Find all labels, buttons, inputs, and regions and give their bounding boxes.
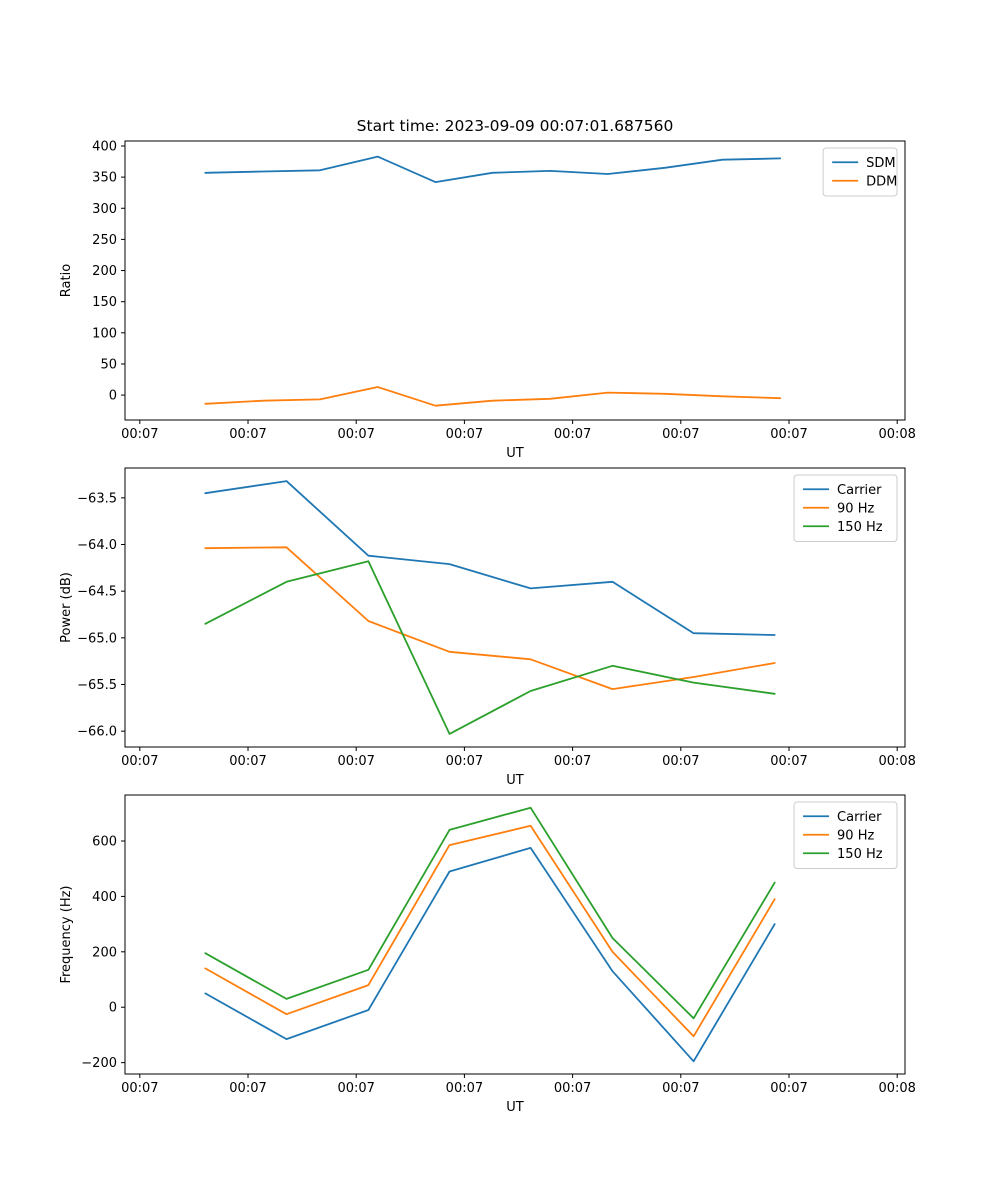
- y-tick-label: 400: [92, 890, 117, 905]
- x-tick-label: 00:07: [229, 427, 266, 442]
- y-tick-label: 400: [92, 139, 117, 154]
- x-tick-label: 00:07: [554, 1081, 591, 1096]
- y-tick-label: 50: [100, 357, 117, 372]
- y-tick-label: 200: [92, 264, 117, 279]
- plot-area: [124, 140, 906, 421]
- y-tick-label: 250: [92, 233, 117, 248]
- x-tick-label: 00:07: [121, 1081, 158, 1096]
- x-tick-label: 00:07: [662, 754, 699, 769]
- x-tick-label: 00:08: [878, 754, 915, 769]
- series-line-150-hz: [204, 560, 776, 735]
- y-tick-label: −65.0: [77, 631, 117, 646]
- x-tick-label: 00:08: [878, 1081, 915, 1096]
- series-line-150-hz: [204, 806, 776, 1020]
- legend-label: 90 Hz: [837, 828, 874, 843]
- legend-label: 90 Hz: [837, 501, 874, 516]
- y-tick-label: −64.0: [77, 538, 117, 553]
- x-tick-label: 00:07: [770, 427, 807, 442]
- x-tick-label: 00:07: [121, 427, 158, 442]
- legend-label: Carrier: [837, 810, 882, 825]
- y-tick-label: 0: [109, 389, 117, 404]
- x-tick-label: 00:07: [229, 754, 266, 769]
- x-axis-label: UT: [506, 1100, 524, 1115]
- x-tick-label: 00:07: [337, 427, 374, 442]
- x-tick-label: 00:07: [770, 754, 807, 769]
- x-tick-label: 00:07: [446, 427, 483, 442]
- chart-ratio: 0 50 100 150 200 250 300 350 400 00:07 00:07 00:07 0…: [59, 117, 916, 461]
- x-axis-label: UT: [506, 446, 524, 461]
- x-tick-label: 00:07: [554, 427, 591, 442]
- x-tick-label: 00:07: [662, 1081, 699, 1096]
- legend-label: SDM: [866, 156, 895, 171]
- plot-area: [124, 794, 906, 1075]
- series-line-ddm: [204, 386, 782, 407]
- legend-label: 150 Hz: [837, 847, 883, 862]
- series-line-carrier: [204, 847, 776, 1063]
- y-tick-label: 600: [92, 834, 117, 849]
- y-tick-label: 350: [92, 171, 117, 186]
- legend-box: [793, 801, 898, 869]
- x-tick-label: 00:07: [554, 754, 591, 769]
- y-tick-label: 100: [92, 326, 117, 341]
- legend-label: Carrier: [837, 483, 882, 498]
- legend-box: [793, 474, 898, 542]
- y-tick-label: 300: [92, 202, 117, 217]
- y-tick-label: 0: [109, 1001, 117, 1016]
- series-line-sdm: [204, 155, 782, 184]
- x-tick-label: 00:07: [446, 1081, 483, 1096]
- x-tick-label: 00:07: [770, 1081, 807, 1096]
- y-axis-label: Power (dB): [59, 572, 74, 643]
- chart-frequency: −200 0 200 400 600 00:07 00:07 00:07 00:07 00:07 0…: [59, 794, 916, 1115]
- plot-area: [124, 467, 906, 748]
- y-tick-label: −63.5: [77, 491, 117, 506]
- y-tick-label: −64.5: [77, 585, 117, 600]
- y-tick-label: 200: [92, 945, 117, 960]
- chart-power: −63.5 −64.0 −64.5 −65.0 −65.5 −66.0 00:07 00:07…: [59, 467, 916, 788]
- series-line-90-hz: [204, 824, 776, 1038]
- legend-label: DDM: [866, 174, 897, 189]
- x-axis-label: UT: [506, 773, 524, 788]
- y-tick-label: −200: [81, 1056, 117, 1071]
- x-tick-label: 00:07: [337, 1081, 374, 1096]
- x-tick-label: 00:07: [229, 1081, 266, 1096]
- legend-box: [822, 147, 898, 197]
- x-tick-label: 00:07: [446, 754, 483, 769]
- x-tick-label: 00:08: [878, 427, 915, 442]
- x-tick-label: 00:07: [662, 427, 699, 442]
- y-axis-label: Ratio: [59, 264, 74, 297]
- chart-title: Start time: 2023-09-09 00:07:01.687560: [357, 117, 674, 135]
- y-axis-label: Frequency (Hz): [59, 885, 74, 983]
- x-tick-label: 00:07: [337, 754, 374, 769]
- y-tick-label: −65.5: [77, 678, 117, 693]
- x-tick-label: 00:07: [121, 754, 158, 769]
- y-tick-label: −66.0: [77, 725, 117, 740]
- legend-label: 150 Hz: [837, 520, 883, 535]
- y-tick-label: 150: [92, 295, 117, 310]
- series-line-carrier: [204, 480, 776, 636]
